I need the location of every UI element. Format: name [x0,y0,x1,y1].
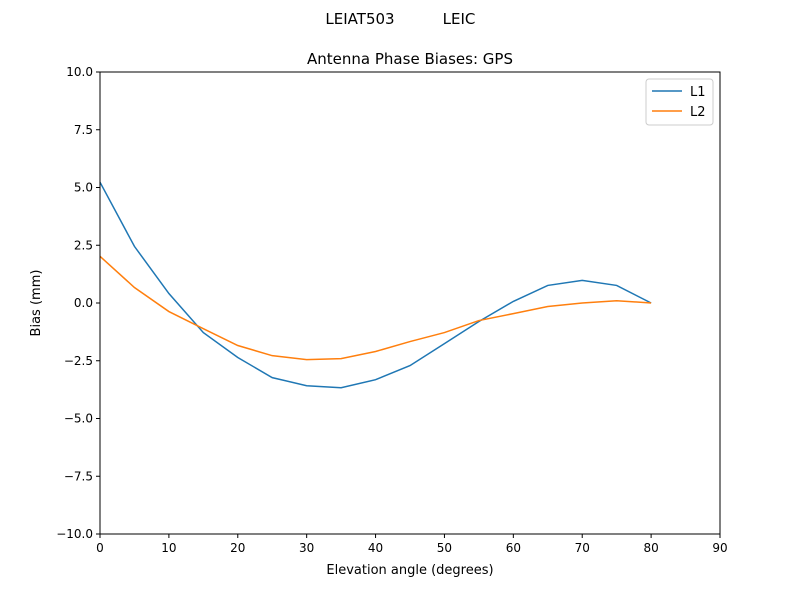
series-line-l1 [99,181,652,389]
legend-label: L1 [690,85,706,100]
x-tick-label: 30 [299,541,314,555]
legend-label: L2 [690,105,706,120]
y-tick-label: −7.5 [64,469,93,483]
y-tick-label: 2.5 [74,238,93,252]
suptitle-right: LEIC [443,10,476,28]
y-tick-label: 10.0 [66,65,93,79]
y-tick-label: 5.0 [74,181,93,195]
series-line-l2 [99,255,652,361]
suptitle-left: LEIAT503 [325,10,394,28]
y-axis-label: Bias (mm) [29,270,44,337]
x-tick-label: 40 [368,541,383,555]
x-tick-label: 90 [712,541,727,555]
x-tick-label: 10 [161,541,176,555]
y-tick-label: −10.0 [56,527,93,541]
y-tick-label: 0.0 [74,296,93,310]
y-tick-label: 7.5 [74,123,93,137]
x-tick-label: 60 [506,541,521,555]
x-axis-label: Elevation angle (degrees) [326,563,493,578]
x-tick-label: 70 [575,541,590,555]
y-tick-label: −5.0 [64,412,93,426]
y-tick-label: −2.5 [64,354,93,368]
x-tick-label: 50 [437,541,452,555]
x-tick-label: 20 [230,541,245,555]
plot-frame [99,71,721,535]
chart-title: Antenna Phase Biases: GPS [307,50,513,68]
x-tick-label: 0 [96,541,104,555]
x-tick-label: 80 [643,541,658,555]
